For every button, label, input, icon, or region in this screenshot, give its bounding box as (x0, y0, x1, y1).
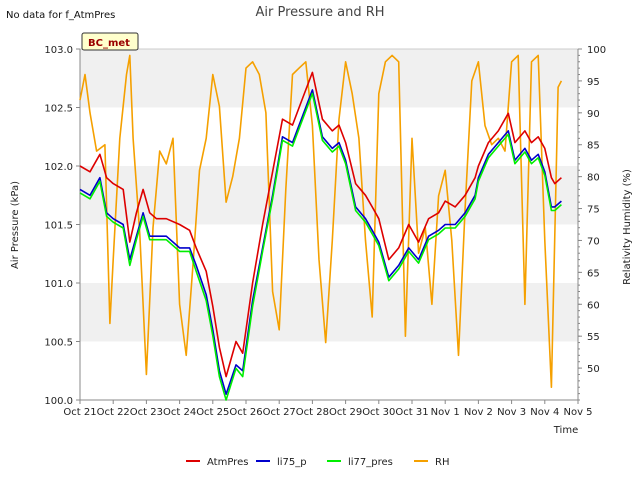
x-axis-title: Time (553, 425, 578, 436)
grid-band (80, 166, 578, 225)
x-tick-label: Nov 1 (431, 407, 460, 418)
series-line-li75-p (79, 89, 562, 396)
x-tick-label: Nov 3 (497, 407, 526, 418)
x-tick-label: Oct 30 (362, 407, 395, 418)
y-right-tick-label: 60 (587, 300, 600, 311)
y-right-tick-label: 75 (587, 205, 600, 216)
y-right-tick-label: 95 (587, 77, 600, 88)
series-lines (79, 54, 563, 401)
y-right-tick-label: 90 (587, 109, 600, 120)
y-right-tick-label: 65 (587, 268, 600, 279)
x-tick-label: Oct 23 (130, 407, 163, 418)
legend-label: li77_pres (348, 457, 393, 468)
badge-label: BC_met (88, 38, 130, 49)
x-tick-label: Oct 22 (97, 407, 130, 418)
y-left-tick-label: 103.0 (44, 45, 73, 56)
y-right-tick-label: 100 (587, 45, 606, 56)
x-tick-label: Nov 2 (464, 407, 493, 418)
no-data-note: No data for f_AtmPres (6, 10, 115, 21)
y-left-axis-title: Air Pressure (kPa) (10, 181, 21, 269)
y-right-tick-label: 70 (587, 236, 600, 247)
x-tick-label: Oct 29 (329, 407, 362, 418)
legend: AtmPres li75_p li77_pres RH (186, 457, 449, 468)
x-tick-label: Nov 5 (563, 407, 592, 418)
y-left-tick-label: 102.5 (44, 104, 73, 115)
y-right-tick-label: 50 (587, 364, 600, 375)
legend-label: li75_p (277, 457, 307, 468)
y-left-tick-label: 101.5 (44, 221, 73, 232)
x-tick-labels: Oct 21 Oct 22 Oct 23 Oct 24 Oct 25 Oct 26 Oct … (63, 400, 593, 418)
bc-met-badge: BC_met (81, 32, 139, 51)
y-left-tick-label: 102.0 (44, 162, 73, 173)
x-tick-label: Oct 27 (263, 407, 296, 418)
x-tick-label: Nov 4 (530, 407, 559, 418)
x-tick-label: Oct 21 (63, 407, 96, 418)
chart-title: Air Pressure and RH (255, 5, 384, 20)
y-left-tick-label: 100.5 (44, 338, 73, 349)
x-tick-label: Oct 25 (196, 407, 229, 418)
x-tick-label: Oct 28 (296, 407, 329, 418)
series-line-rh (79, 54, 563, 389)
y-right-tick-label: 85 (587, 141, 600, 152)
y-left-tick-labels: 100.0 100.5 101.0 101.5 102.0 102.5 103.0 (44, 45, 80, 407)
legend-label: RH (435, 457, 449, 468)
y-right-tick-label: 80 (587, 173, 600, 184)
y-left-tick-label: 101.0 (44, 279, 73, 290)
x-tick-label: Oct 31 (395, 407, 428, 418)
legend-label: AtmPres (207, 457, 248, 468)
y-right-axis-title: Relativity Humidity (%) (622, 169, 633, 285)
y-right-tick-labels: 50 55 60 65 70 75 80 85 90 95 100 (578, 45, 606, 401)
x-tick-label: Oct 24 (163, 407, 196, 418)
y-right-tick-label: 55 (587, 332, 600, 343)
y-left-tick-label: 100.0 (44, 396, 73, 407)
series-line-li77-pres (79, 92, 562, 401)
series-line-atmpres (79, 71, 562, 378)
x-tick-label: Oct 26 (229, 407, 262, 418)
grid-band (80, 49, 578, 108)
